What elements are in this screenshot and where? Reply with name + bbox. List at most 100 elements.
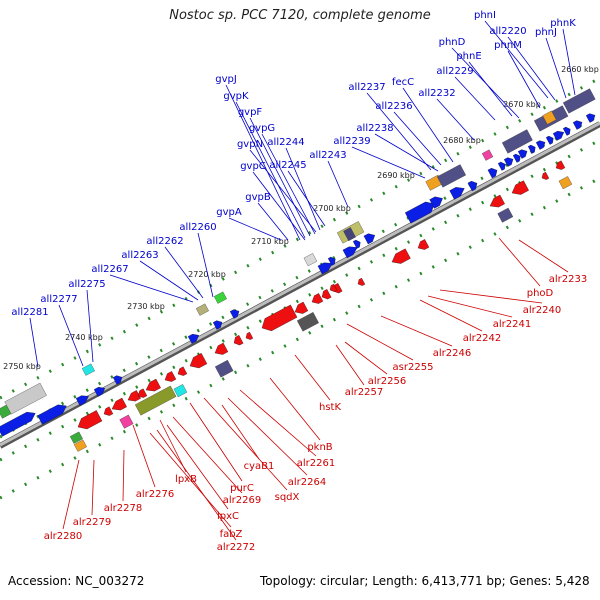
reverse-gene-arrow: [111, 397, 127, 411]
reverse-gene-label: pknB: [307, 442, 332, 453]
reverse-gene-arrow: [261, 304, 298, 332]
reverse-gene-label: purC: [230, 483, 254, 494]
reverse-gene-arrow: [417, 239, 430, 250]
forward-gene-label: all2244: [267, 137, 304, 148]
forward-gene-arrow: [552, 130, 565, 141]
reverse-gene-feature: [73, 439, 87, 452]
reverse-gene-leader: [518, 239, 569, 273]
scale-tick-label: 2700 kbp: [313, 204, 351, 213]
reverse-gene-leader: [172, 416, 243, 494]
reverse-gene-leader: [132, 424, 156, 488]
forward-gene-leader: [327, 160, 349, 208]
forward-gene-feature: [303, 253, 318, 267]
forward-gene-leader: [374, 133, 439, 172]
reverse-gene-label: lpxB: [175, 474, 197, 485]
forward-gene-arrow: [229, 309, 240, 319]
reverse-gene-label: alr2257: [345, 387, 383, 398]
reverse-gene-feature: [497, 207, 514, 223]
forward-gene-leader: [436, 98, 475, 141]
forward-gene-arrow: [503, 157, 514, 167]
reverse-gene-label: alr2276: [136, 489, 174, 500]
reverse-gene-label: alr2272: [217, 542, 255, 553]
reverse-gene-arrow: [489, 194, 505, 208]
reverse-gene-arrow: [555, 160, 566, 170]
forward-gene-arrow: [112, 375, 123, 385]
forward-gene-arrow: [497, 161, 506, 171]
reverse-gene-arrow: [164, 371, 177, 382]
forward-gene-arrow: [93, 386, 106, 397]
reverse-gene-label: alr2279: [73, 517, 111, 528]
reverse-gene-arrow: [233, 335, 244, 346]
reverse-gene-arrow: [294, 301, 309, 314]
forward-gene-leader: [287, 170, 326, 227]
forward-gene-leader: [351, 146, 426, 179]
forward-gene-arrow: [317, 262, 333, 275]
forward-gene-arrow: [585, 113, 596, 123]
forward-gene-label: gvpF: [238, 107, 263, 118]
forward-gene-label: gvpK: [223, 91, 249, 102]
forward-gene-leader: [139, 260, 199, 301]
forward-gene-arrow: [363, 233, 376, 245]
forward-gene-label: phnD: [439, 37, 466, 48]
reverse-gene-label: alr2280: [44, 531, 82, 542]
forward-gene-label: all2232: [418, 88, 455, 99]
reverse-gene-leader: [221, 404, 260, 460]
forward-gene-leader: [228, 217, 282, 241]
reverse-gene-arrow: [329, 283, 338, 292]
forward-gene-arrow: [404, 201, 435, 224]
scale-tick-label: 2710 kbp: [251, 237, 289, 246]
forward-gene-label: fecC: [392, 77, 414, 88]
forward-gene-leader: [562, 28, 576, 96]
map-title: Nostoc sp. PCC 7120, complete genome: [169, 8, 431, 23]
reverse-gene-label: alr2264: [288, 477, 326, 488]
forward-gene-arrow: [545, 135, 554, 145]
forward-gene-feature: [4, 382, 47, 415]
reverse-gene-leader: [159, 419, 187, 473]
reverse-gene-label: fabZ: [220, 529, 243, 540]
reverse-gene-leader: [439, 289, 543, 304]
forward-gene-label: all2220: [489, 26, 526, 37]
reverse-gene-label: alr2241: [493, 319, 531, 330]
reverse-gene-feature: [134, 385, 177, 416]
forward-gene-feature: [481, 149, 494, 161]
reverse-gene-leader: [269, 377, 321, 441]
reverse-gene-label: alr2240: [523, 305, 561, 316]
forward-gene-leader: [249, 149, 317, 233]
reverse-gene-feature: [119, 414, 134, 429]
reverse-gene-arrow: [103, 406, 114, 416]
forward-gene-arrow: [429, 196, 443, 209]
scale-tick-label: 2660 kbp: [561, 65, 599, 74]
forward-gene-label: gvpJ: [215, 74, 237, 85]
reverse-gene-label: phoD: [527, 288, 554, 299]
forward-gene-leader: [454, 76, 496, 121]
forward-gene-leader: [257, 202, 289, 241]
forward-gene-leader: [285, 147, 321, 231]
forward-gene-feature: [562, 88, 596, 114]
forward-gene-arrow: [37, 404, 67, 425]
reverse-gene-leader: [156, 429, 237, 541]
forward-gene-label: all2262: [146, 236, 183, 247]
forward-gene-arrow: [449, 187, 465, 200]
forward-gene-label: all2267: [91, 264, 128, 275]
reverse-gene-label: asr2255: [393, 362, 434, 373]
forward-gene-label: gvpG: [249, 123, 275, 134]
forward-gene-leader: [225, 84, 301, 241]
forward-gene-label: all2239: [333, 136, 370, 147]
forward-gene-arrow: [517, 149, 528, 159]
forward-gene-label: all2263: [121, 250, 158, 261]
reverse-gene-label: cyaB1: [244, 461, 275, 472]
forward-gene-label: gvpB: [245, 192, 271, 203]
forward-gene-label: phnM: [494, 40, 522, 51]
scale-tick-label: 2680 kbp: [443, 136, 481, 145]
forward-gene-label: all2281: [11, 307, 48, 318]
forward-gene-label: all2277: [40, 294, 77, 305]
reverse-gene-label: hstK: [319, 402, 341, 413]
forward-gene-feature: [343, 227, 356, 242]
forward-gene-leader: [252, 171, 306, 241]
reverse-gene-label: lpxC: [217, 511, 239, 522]
forward-gene-label: all2238: [356, 123, 393, 134]
reverse-gene-leader: [203, 397, 288, 491]
reverse-gene-leader: [344, 341, 388, 375]
forward-gene-leader: [402, 87, 454, 163]
